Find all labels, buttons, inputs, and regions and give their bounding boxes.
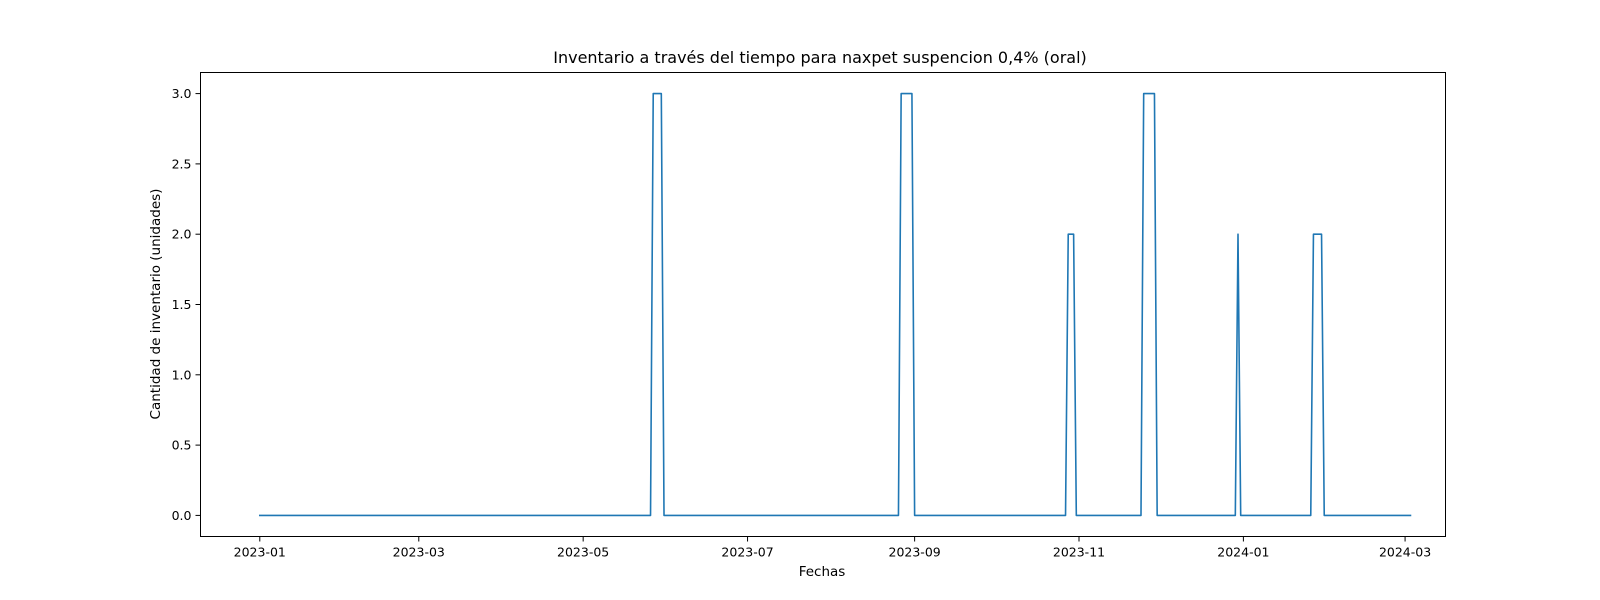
- y-tick-label: 0.5: [172, 438, 192, 453]
- y-tick-label: 3.0: [172, 86, 192, 101]
- x-tick-label: 2023-03: [393, 545, 445, 560]
- x-tick-label: 2023-01: [234, 545, 286, 560]
- x-tick-label: 2023-07: [721, 545, 773, 560]
- plot-area: [258, 92, 1412, 517]
- chart-title: Inventario a través del tiempo para naxp…: [553, 48, 1087, 67]
- x-axis: 2023-01 2023-03 2023-05 2023-07 2023-09 2023-…: [234, 536, 1431, 560]
- y-axis: 0.0 0.5 1.0 1.5 2.0 2.5 3.0: [172, 86, 201, 523]
- x-tick-label: 2023-09: [889, 545, 941, 560]
- x-tick-label: 2023-11: [1053, 545, 1105, 560]
- plot-frame: [200, 72, 1446, 537]
- y-axis-label: Cantidad de inventario (unidades): [148, 189, 164, 420]
- y-tick-label: 2.5: [172, 156, 192, 171]
- x-tick-label: 2023-05: [557, 545, 609, 560]
- y-tick-label: 1.5: [172, 297, 192, 312]
- inventory-series-line: [258, 92, 1412, 517]
- x-tick-label: 2024-01: [1217, 545, 1269, 560]
- y-tick-label: 2.0: [172, 227, 192, 242]
- x-tick-label: 2024-03: [1379, 545, 1431, 560]
- y-tick-label: 1.0: [172, 367, 192, 382]
- y-tick-label: 0.0: [172, 508, 192, 523]
- x-axis-label: Fechas: [799, 564, 846, 580]
